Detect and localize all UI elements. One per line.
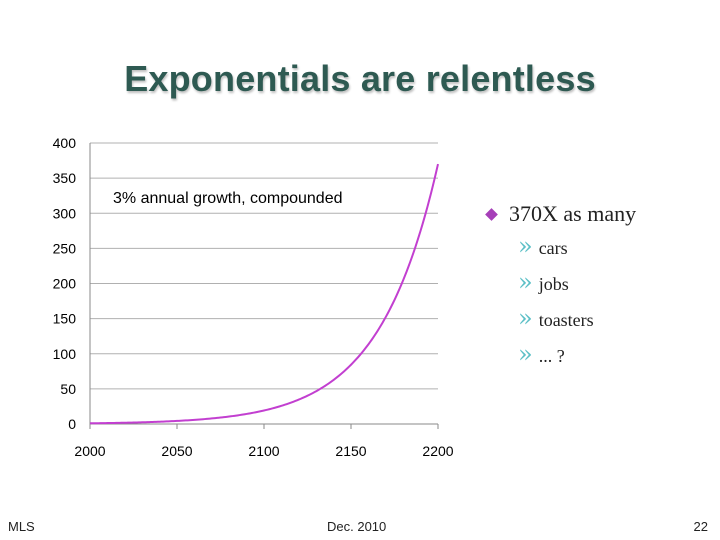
chevron-right-icon: » [518,340,533,368]
chevron-right-icon: » [518,232,533,260]
sub-bullet-text: toasters [538,309,594,330]
y-tick-label: 100 [53,346,77,362]
y-tick-label: 150 [53,311,77,327]
sub-bullet-text: cars [538,237,568,258]
x-tick-label: 2200 [422,443,453,459]
chart-annotation: 3% annual growth, compounded [113,190,343,207]
chevron-right-icon: » [518,304,533,332]
sub-bullet-toasters: » toasters [518,302,712,338]
y-tick-label: 50 [60,381,76,397]
y-tick-label: 400 [53,135,77,151]
y-tick-label: 350 [53,170,77,186]
slide-title: Exponentials are relentless [124,58,596,99]
x-tick-label: 2100 [248,443,279,459]
y-tick-label: 300 [53,205,77,221]
bullet-main-text: 370X as many [509,201,637,226]
x-tick-label: 2000 [74,443,105,459]
bullet-list: 370X as many » cars » jobs » toasters » … [482,198,712,374]
sub-bullet-jobs: » jobs [518,266,712,302]
chevron-right-icon: » [518,268,533,296]
diamond-bullet-icon [485,207,498,221]
footer-author: MLS [8,519,35,534]
y-tick-label: 250 [53,240,77,256]
x-tick-label: 2050 [161,443,192,459]
bullet-main: 370X as many [482,198,712,230]
footer-date: Dec. 2010 [327,519,387,534]
y-tick-label: 200 [53,276,77,292]
growth-series-line [89,163,439,425]
y-tick-label: 0 [68,416,76,432]
sub-bullet-text: jobs [538,273,569,294]
sub-bullet-question: » ... ? [518,338,712,374]
sub-bullet-cars: » cars [518,230,712,266]
footer-page-number: 22 [693,519,708,534]
x-tick-label: 2150 [335,443,366,459]
sub-bullet-text: ... ? [538,345,565,366]
